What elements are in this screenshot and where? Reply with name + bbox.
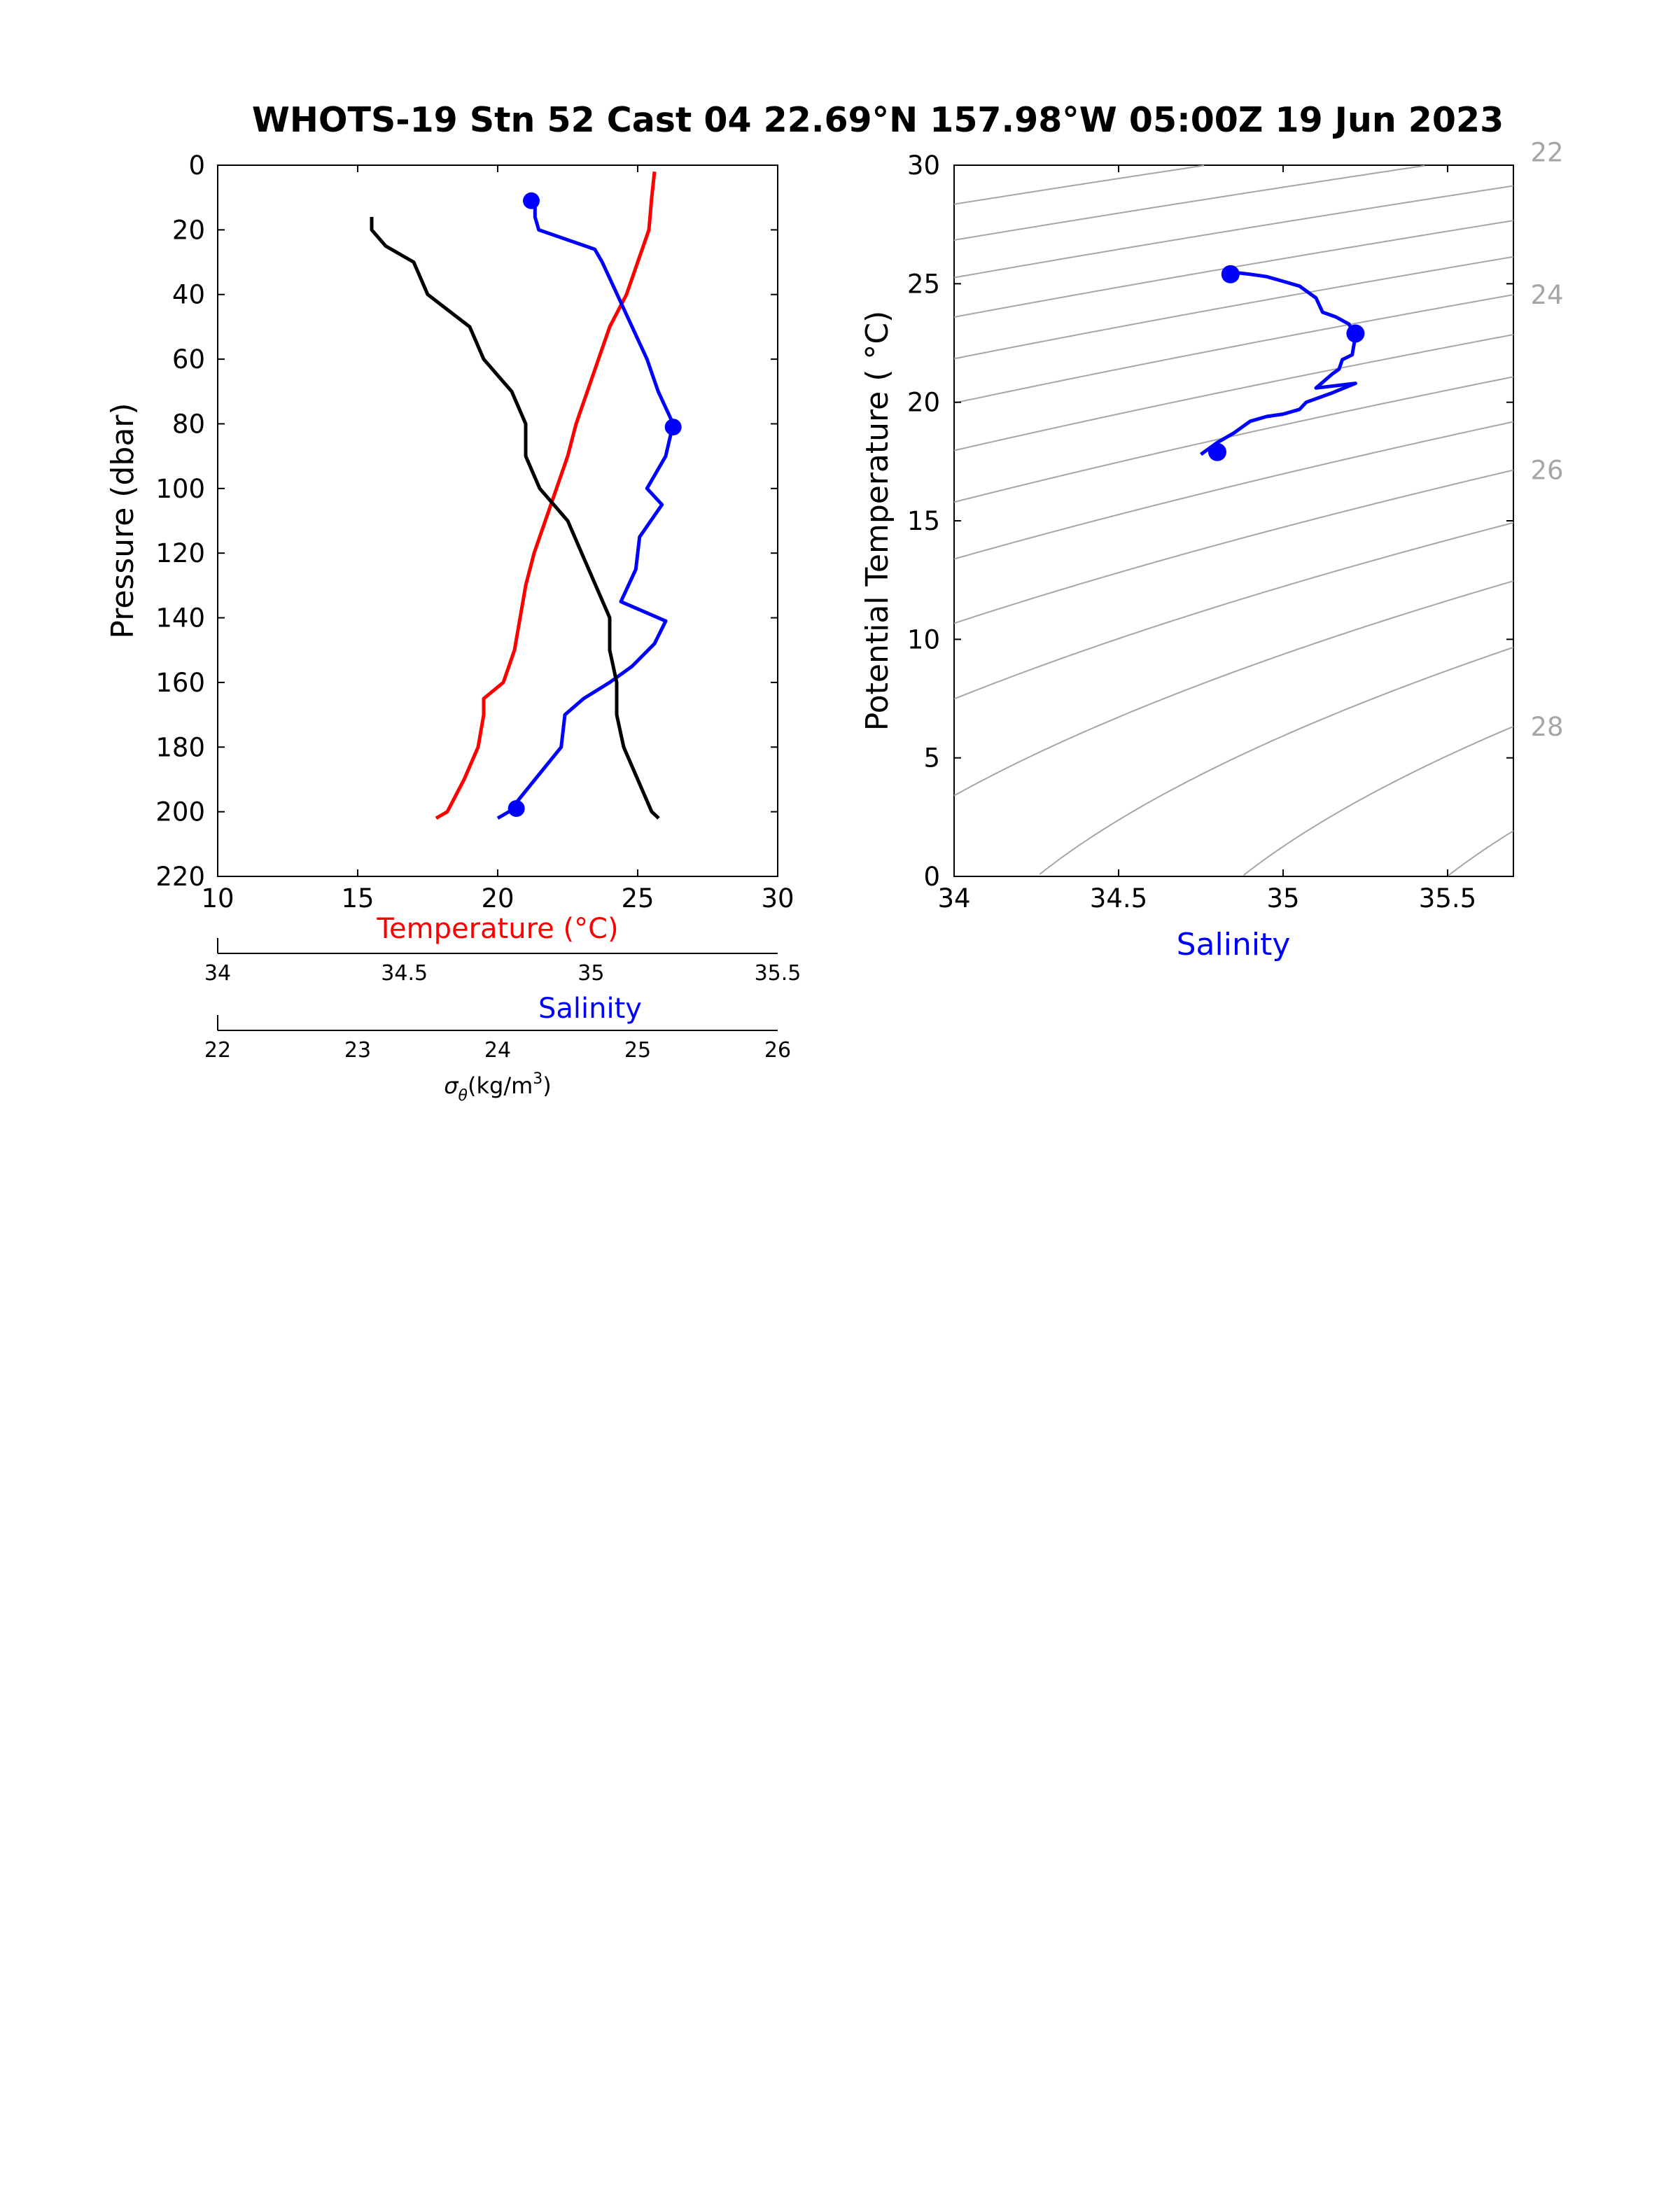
sigma-profile-line <box>370 216 660 820</box>
sigma-aux-tick-label: 22 <box>204 1038 231 1063</box>
sigma-symbol: σ <box>444 1072 459 1099</box>
profile-y-tick-label: 120 <box>155 538 205 568</box>
isopycnal-line <box>953 294 1514 404</box>
sigma-aux-tick-labels: 22 23 24 25 26 <box>204 1038 791 1063</box>
salinity-marker <box>507 800 525 818</box>
sigma-units-exp: 3 <box>533 1070 542 1088</box>
sigma-units-close: ) <box>542 1072 551 1099</box>
isopycnal-line <box>953 469 1514 624</box>
temperature-profile-line <box>435 171 657 820</box>
sigma-subscript: θ <box>458 1087 468 1105</box>
isopycnal-line <box>953 164 1205 205</box>
theta-s-y-axis-label: Potential Temperature ( °C) <box>860 311 895 732</box>
isopycnal-line <box>1447 830 1514 877</box>
figure-title: WHOTS-19 Stn 52 Cast 04 22.69°N 157.98°W… <box>252 100 1504 140</box>
salinity-aux-axis-label: Salinity <box>538 993 642 1025</box>
isopycnal-label: 26 <box>1530 456 1563 486</box>
isopycnal-line <box>1242 725 1514 876</box>
isopycnal-line <box>953 522 1514 700</box>
theta-s-y-tick-label: 0 <box>923 862 940 892</box>
theta-s-y-tick-label: 30 <box>907 150 940 181</box>
profile-y-tick-label: 20 <box>172 215 205 245</box>
salinity-aux-tick-label: 34 <box>204 961 231 986</box>
theta-s-y-tick-label: 10 <box>907 624 940 654</box>
isopycnal-line <box>953 164 1425 241</box>
profile-plot-area <box>217 164 778 877</box>
isopycnal-label: 24 <box>1530 280 1563 310</box>
theta-s-x-tick-labels: 34 34.5 35 35.5 <box>937 883 1476 913</box>
temperature-axis-label: Temperature (°C) <box>376 913 618 945</box>
theta-s-x-axis-label: Salinity <box>1177 927 1291 962</box>
isopycnal-label: 22 <box>1530 138 1563 168</box>
temperature-tick-label: 25 <box>621 883 654 913</box>
profile-lines <box>370 171 682 820</box>
salinity-aux-axis: 34 34.5 35 35.5 Salinity <box>204 938 801 1025</box>
theta-s-marker <box>1221 265 1240 284</box>
profile-y-tick-labels: 0 20 40 60 80 100 120 140 160 180 200 220 <box>155 150 205 892</box>
theta-s-y-tick-label: 15 <box>907 506 940 536</box>
theta-s-x-tick-label: 34 <box>937 883 970 913</box>
profile-grid-ticks <box>217 164 778 877</box>
sigma-aux-tick-label: 26 <box>764 1038 791 1063</box>
theta-s-ticks <box>953 164 1513 877</box>
theta-s-x-tick-label: 35.5 <box>1419 883 1476 913</box>
profile-y-tick-label: 40 <box>172 280 205 310</box>
salinity-aux-tick-label: 34.5 <box>381 961 428 986</box>
profile-y-tick-label: 0 <box>188 150 205 181</box>
profile-y-tick-label: 100 <box>155 474 205 504</box>
theta-s-y-tick-label: 5 <box>923 743 940 774</box>
sigma-aux-tick-label: 24 <box>484 1038 511 1063</box>
theta-s-marker <box>1208 442 1226 461</box>
theta-s-y-tick-labels: 0 5 10 15 20 25 30 <box>907 150 940 892</box>
isopycnal-line <box>953 580 1514 797</box>
salinity-aux-tick-labels: 34 34.5 35 35.5 <box>204 961 801 986</box>
theta-s-y-tick-label: 20 <box>907 388 940 418</box>
salinity-aux-tick-label: 35.5 <box>755 961 802 986</box>
theta-s-y-tick-label: 25 <box>907 269 940 299</box>
isopycnal-labels: 22 24 26 28 <box>1530 138 1563 742</box>
theta-s-x-tick-label: 34.5 <box>1090 883 1147 913</box>
theta-s-x-tick-label: 35 <box>1266 883 1299 913</box>
profile-y-tick-label: 160 <box>155 668 205 698</box>
isopycnal-line <box>953 421 1514 560</box>
profile-y-tick-label: 140 <box>155 603 205 634</box>
isopycnal-line <box>953 334 1514 451</box>
profile-y-tick-label: 80 <box>172 409 205 439</box>
temperature-tick-label: 20 <box>481 883 514 913</box>
temperature-tick-label: 10 <box>201 883 234 913</box>
temperature-axis: 10 15 20 25 30 Temperature (°C) <box>201 883 794 945</box>
sigma-aux-tick-label: 25 <box>624 1038 651 1063</box>
isopycnal-label: 28 <box>1530 712 1563 742</box>
isopycnal-line <box>953 255 1514 360</box>
sigma-units: (kg/m <box>468 1072 533 1099</box>
profile-y-tick-label: 200 <box>155 797 205 827</box>
temperature-tick-labels: 10 15 20 25 30 <box>201 883 794 913</box>
theta-s-series <box>1200 265 1365 461</box>
temperature-tick-label: 30 <box>761 883 794 913</box>
profile-y-tick-label: 180 <box>155 732 205 762</box>
sigma-aux-axis-label: σθ(kg/m3) <box>444 1070 552 1105</box>
isopycnal-line <box>1039 646 1514 875</box>
isopycnal-line <box>953 185 1514 279</box>
isopycnal-lines <box>953 164 1514 877</box>
theta-s-curve <box>1200 270 1357 456</box>
theta-s-panel: 22 24 26 28 34 34.5 35 35.5 0 5 10 15 20 25 30 Salin… <box>860 138 1564 962</box>
sigma-aux-axis: 22 23 24 25 26 σθ(kg/m3) <box>204 1015 791 1105</box>
sigma-aux-tick-label: 23 <box>344 1038 371 1063</box>
salinity-marker <box>523 192 540 209</box>
salinity-aux-tick-label: 35 <box>578 961 604 986</box>
theta-s-marker <box>1346 324 1365 343</box>
isopycnal-line <box>953 376 1514 503</box>
temperature-tick-label: 15 <box>341 883 374 913</box>
profile-y-tick-label: 220 <box>155 862 205 892</box>
profile-y-axis-label: Pressure (dbar) <box>105 402 141 638</box>
profile-panel: 0 20 40 60 80 100 120 140 160 180 200 220 Pressure … <box>105 150 801 1105</box>
profile-y-tick-label: 60 <box>172 344 205 374</box>
salinity-profile-line <box>496 200 676 820</box>
salinity-marker <box>664 419 682 436</box>
